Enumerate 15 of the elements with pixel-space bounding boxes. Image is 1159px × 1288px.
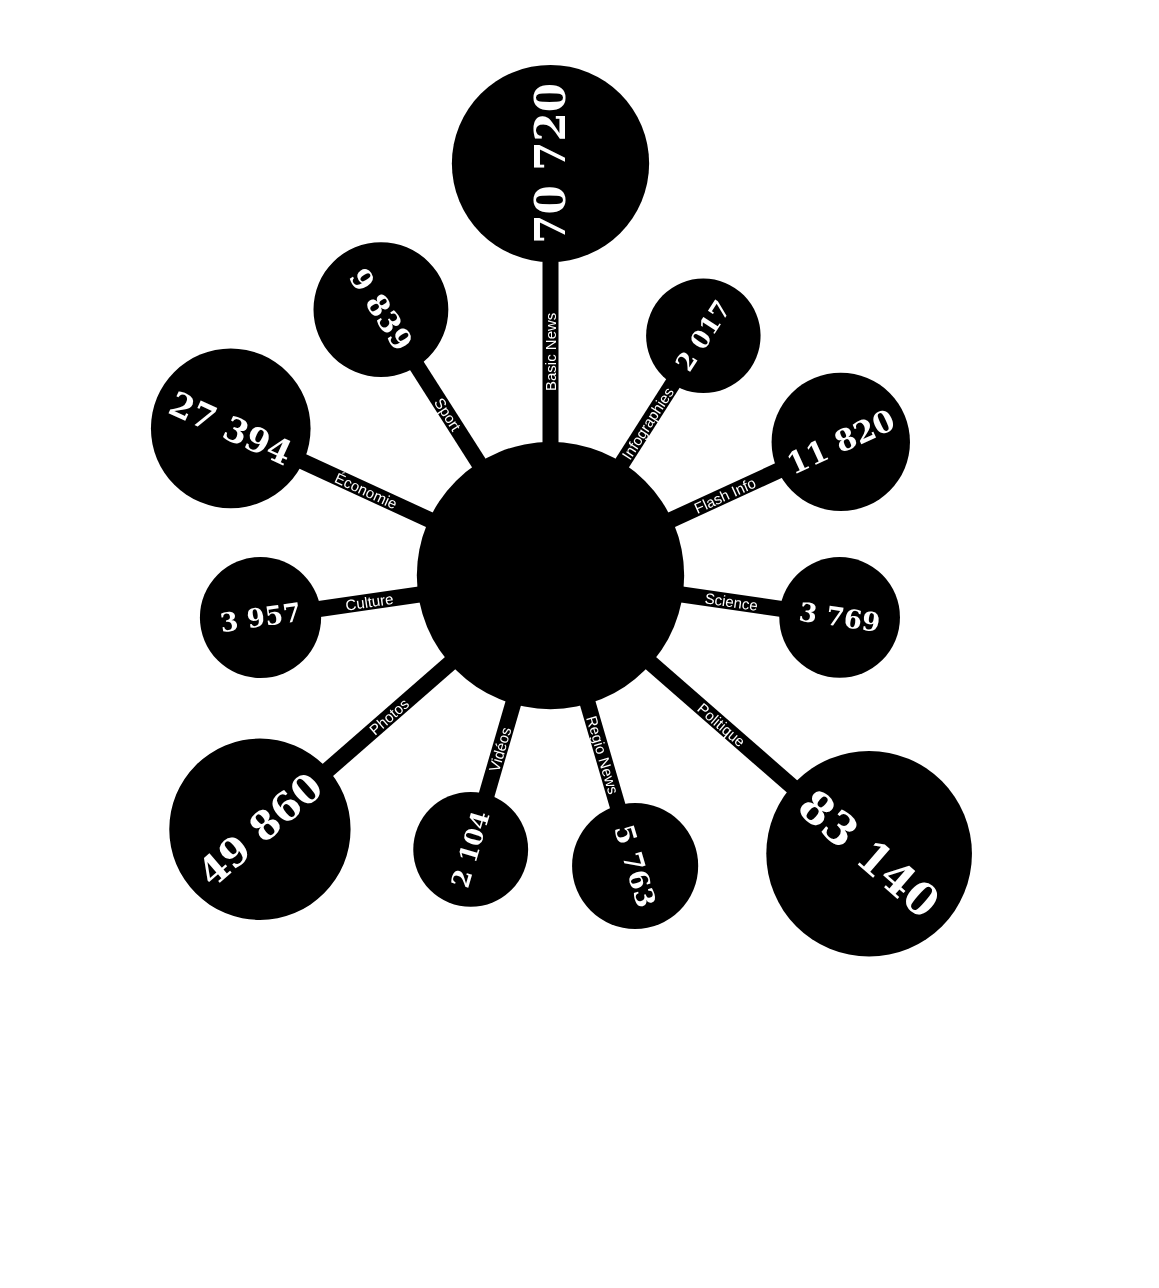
category-label: Flash Info: [691, 473, 759, 517]
data-label: 49 860: [188, 763, 332, 896]
data-label: 5 763: [608, 821, 662, 911]
data-label: 2 104: [445, 807, 496, 892]
data-label: 11 820: [781, 402, 901, 482]
category-label: Regio News: [583, 713, 623, 797]
data-label: 27 394: [163, 383, 299, 474]
data-label: 83 140: [788, 779, 950, 929]
category-label: Vidéos: [485, 725, 515, 774]
data-label: 70 720: [526, 83, 575, 244]
category-label: Basic News: [542, 312, 559, 392]
category-label: Culture: [344, 589, 395, 614]
category-label: Science: [703, 589, 759, 614]
data-label: 3 957: [218, 596, 303, 639]
data-label: 3 769: [797, 596, 883, 639]
